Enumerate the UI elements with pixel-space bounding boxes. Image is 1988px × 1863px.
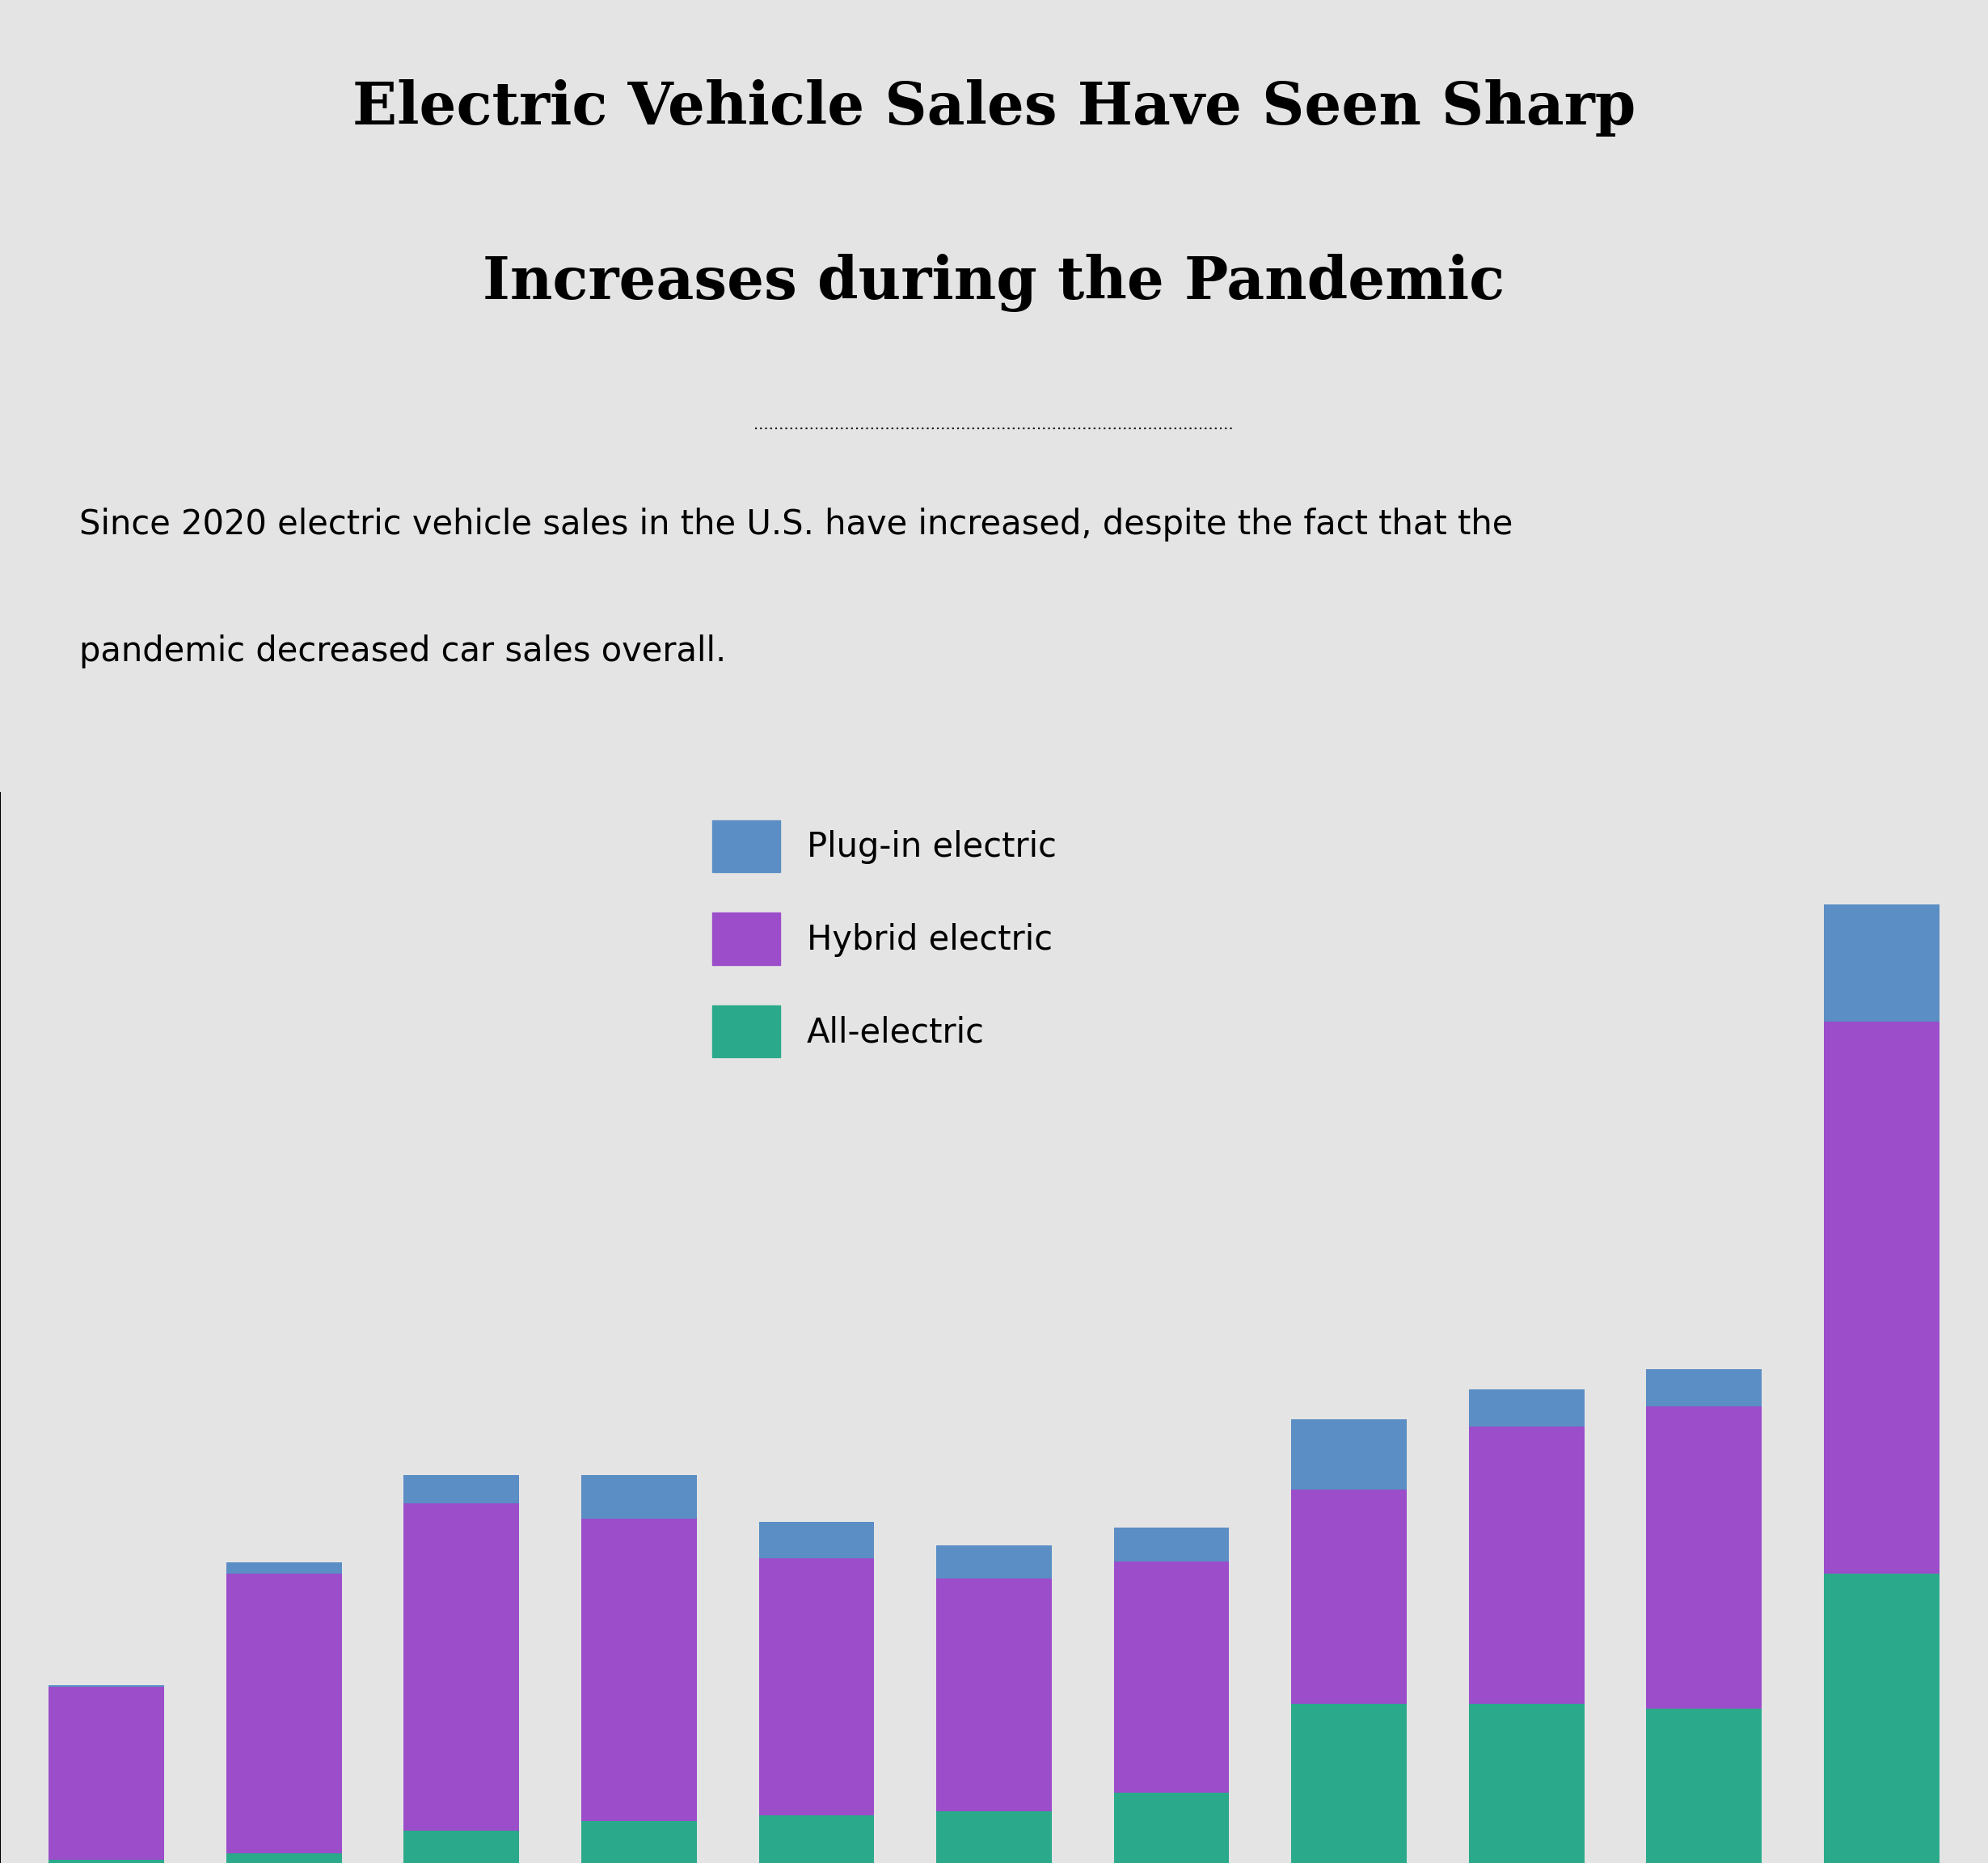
Bar	[227, 1561, 342, 1574]
Bar	[50, 1688, 165, 1859]
Text: pandemic decreased car sales overall.: pandemic decreased car sales overall.	[80, 633, 726, 669]
Bar	[1469, 1390, 1584, 1427]
Bar	[936, 1578, 1052, 1811]
Text: Since 2020 electric vehicle sales in the U.S. have increased, despite the fact t: Since 2020 electric vehicle sales in the…	[80, 507, 1513, 542]
Bar	[580, 1518, 696, 1820]
Text: Electric Vehicle Sales Have Seen Sharp: Electric Vehicle Sales Have Seen Sharp	[352, 80, 1636, 136]
Bar	[1823, 1574, 1938, 1863]
Bar	[759, 1559, 875, 1816]
Bar	[1113, 1561, 1229, 1792]
Text: Increases during the Pandemic: Increases during the Pandemic	[483, 253, 1505, 311]
Bar	[759, 1522, 875, 1559]
Bar	[580, 1475, 696, 1518]
Bar	[1469, 1427, 1584, 1705]
Bar	[580, 1820, 696, 1863]
Bar	[1292, 1705, 1408, 1863]
Bar	[1113, 1528, 1229, 1561]
Bar	[1646, 1708, 1761, 1863]
Bar	[1823, 1021, 1938, 1574]
Bar	[404, 1503, 519, 1831]
Bar	[50, 1859, 165, 1863]
Bar	[1469, 1705, 1584, 1863]
Legend: Plug-in electric, Hybrid electric, All-electric: Plug-in electric, Hybrid electric, All-e…	[712, 820, 1058, 1056]
Bar	[1646, 1369, 1761, 1407]
Bar	[1292, 1420, 1408, 1490]
Bar	[1113, 1792, 1229, 1863]
Bar	[1292, 1490, 1408, 1705]
Bar	[404, 1475, 519, 1503]
Bar	[404, 1831, 519, 1863]
Bar	[227, 1854, 342, 1863]
Bar	[936, 1811, 1052, 1863]
Bar	[50, 1684, 165, 1688]
Bar	[1646, 1407, 1761, 1708]
Bar	[1823, 904, 1938, 1021]
Bar	[936, 1544, 1052, 1578]
Bar	[227, 1574, 342, 1854]
Bar	[759, 1816, 875, 1863]
